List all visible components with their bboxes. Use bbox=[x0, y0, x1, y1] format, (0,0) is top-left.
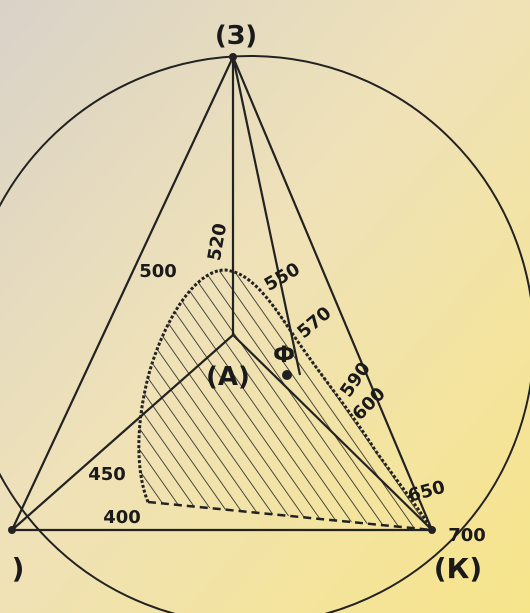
page: {"vertices": {"top": "(З)", "right": "(К… bbox=[0, 0, 530, 613]
wavelength-label: 400 bbox=[103, 507, 141, 528]
vertex-dot bbox=[8, 526, 16, 534]
vertex-dot bbox=[428, 526, 436, 534]
vertex-label: ) bbox=[12, 552, 25, 585]
vertex-label: (К) bbox=[434, 552, 482, 585]
wavelength-label: 700 bbox=[448, 525, 486, 546]
center-label: (А) bbox=[206, 362, 250, 392]
vertex-dot bbox=[229, 53, 237, 61]
vertex-label: (З) bbox=[215, 21, 257, 51]
point-label: Ф bbox=[273, 343, 295, 368]
wavelength-label: 500 bbox=[139, 261, 177, 282]
color-triangle-diagram: (З) (К) ) (А) Ф 400 450 500 520 550 570 … bbox=[0, 0, 530, 613]
wavelength-label: 450 bbox=[88, 464, 126, 485]
point-dot bbox=[282, 370, 292, 380]
